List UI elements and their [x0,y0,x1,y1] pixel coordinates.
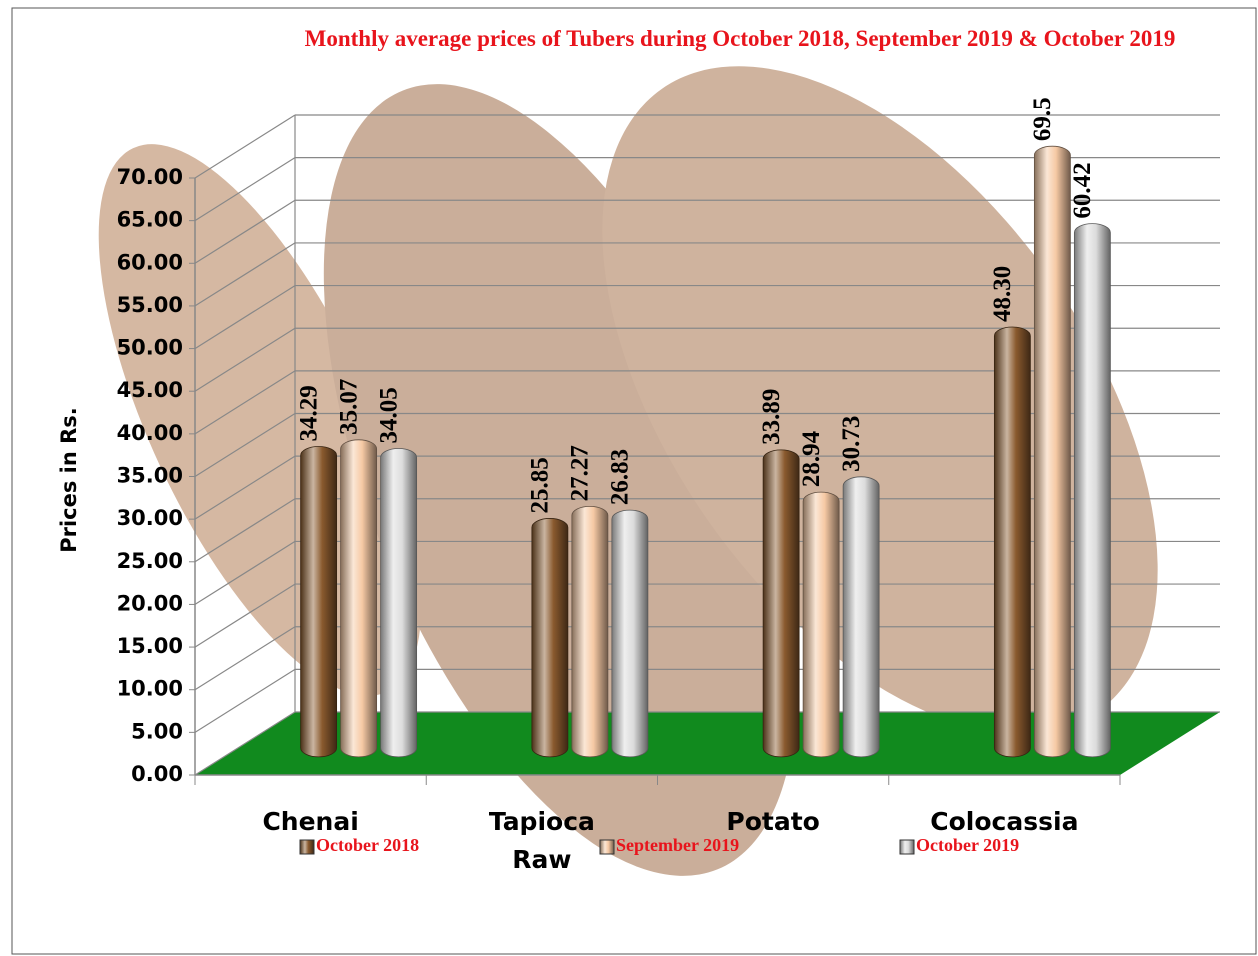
grid-line [194,370,296,435]
bar [380,448,418,758]
value-label: 25.85 [527,457,554,513]
y-tick-label: 35.00 [117,464,183,488]
y-tick-label: 70.00 [117,165,183,189]
value-label: 48.30 [989,266,1016,322]
grid-line [194,540,296,605]
y-axis-label: Prices in Rs. [57,407,81,553]
grid-line [194,455,296,520]
x-tick-label: Tapioca Raw [489,807,595,874]
y-tick-label: 5.00 [131,719,183,743]
grid-line [194,199,296,264]
grid-line [194,242,296,307]
y-tick-label: 25.00 [117,549,183,573]
bar [611,509,649,758]
value-label: 26.83 [607,449,634,505]
value-label: 27.27 [567,445,594,501]
legend-label: October 2019 [916,835,1019,855]
y-tick-label: 20.00 [117,591,183,615]
value-label: 35.07 [335,379,362,435]
chart-title: Monthly average prices of Tubers during … [240,24,1240,54]
grid-line [194,412,296,478]
floor [195,712,1220,775]
grid-line [194,626,296,691]
x-tick-label: Chenai [262,807,358,836]
grid-line [194,498,296,563]
bar [531,518,569,758]
legend-swatch [599,839,615,855]
value-label: 69.5 [1029,97,1056,141]
grid-line [194,583,296,648]
y-tick-label: 45.00 [117,378,183,402]
y-tick-label: 40.00 [117,421,183,445]
bar [571,505,609,758]
y-tick-label: 0.00 [131,762,183,786]
value-label: 60.42 [1069,162,1096,218]
grid-line [194,327,296,392]
grid-line [194,668,296,733]
grid-line [194,711,296,776]
legend-swatch [299,839,315,855]
bar [842,476,880,758]
y-tick-label: 55.00 [117,293,183,317]
bar [802,491,840,758]
grid-line [194,285,296,350]
bar [1033,145,1071,758]
legend-swatch [899,839,915,855]
y-tick-label: 60.00 [117,250,183,274]
bar [762,449,800,758]
grid-line [194,114,296,179]
x-tick-label: Colocassia [930,807,1078,836]
bar [300,446,338,758]
value-label: 33.89 [758,389,785,445]
legend-label: October 2018 [316,835,419,855]
grid-line [194,157,296,222]
y-tick-label: 10.00 [117,677,183,701]
bar [1073,223,1111,758]
value-label: 34.29 [295,385,322,441]
value-label: 28.94 [798,430,825,487]
bar [340,439,378,758]
value-label: 34.05 [375,387,402,443]
x-tick-label: Potato [726,807,819,836]
y-tick-label: 30.00 [117,506,183,530]
y-tick-label: 65.00 [117,208,183,232]
y-tick-label: 50.00 [117,336,183,360]
bar [993,326,1031,758]
value-label: 30.73 [838,416,865,472]
y-tick-label: 15.00 [117,634,183,658]
legend-label: September 2019 [616,835,739,855]
